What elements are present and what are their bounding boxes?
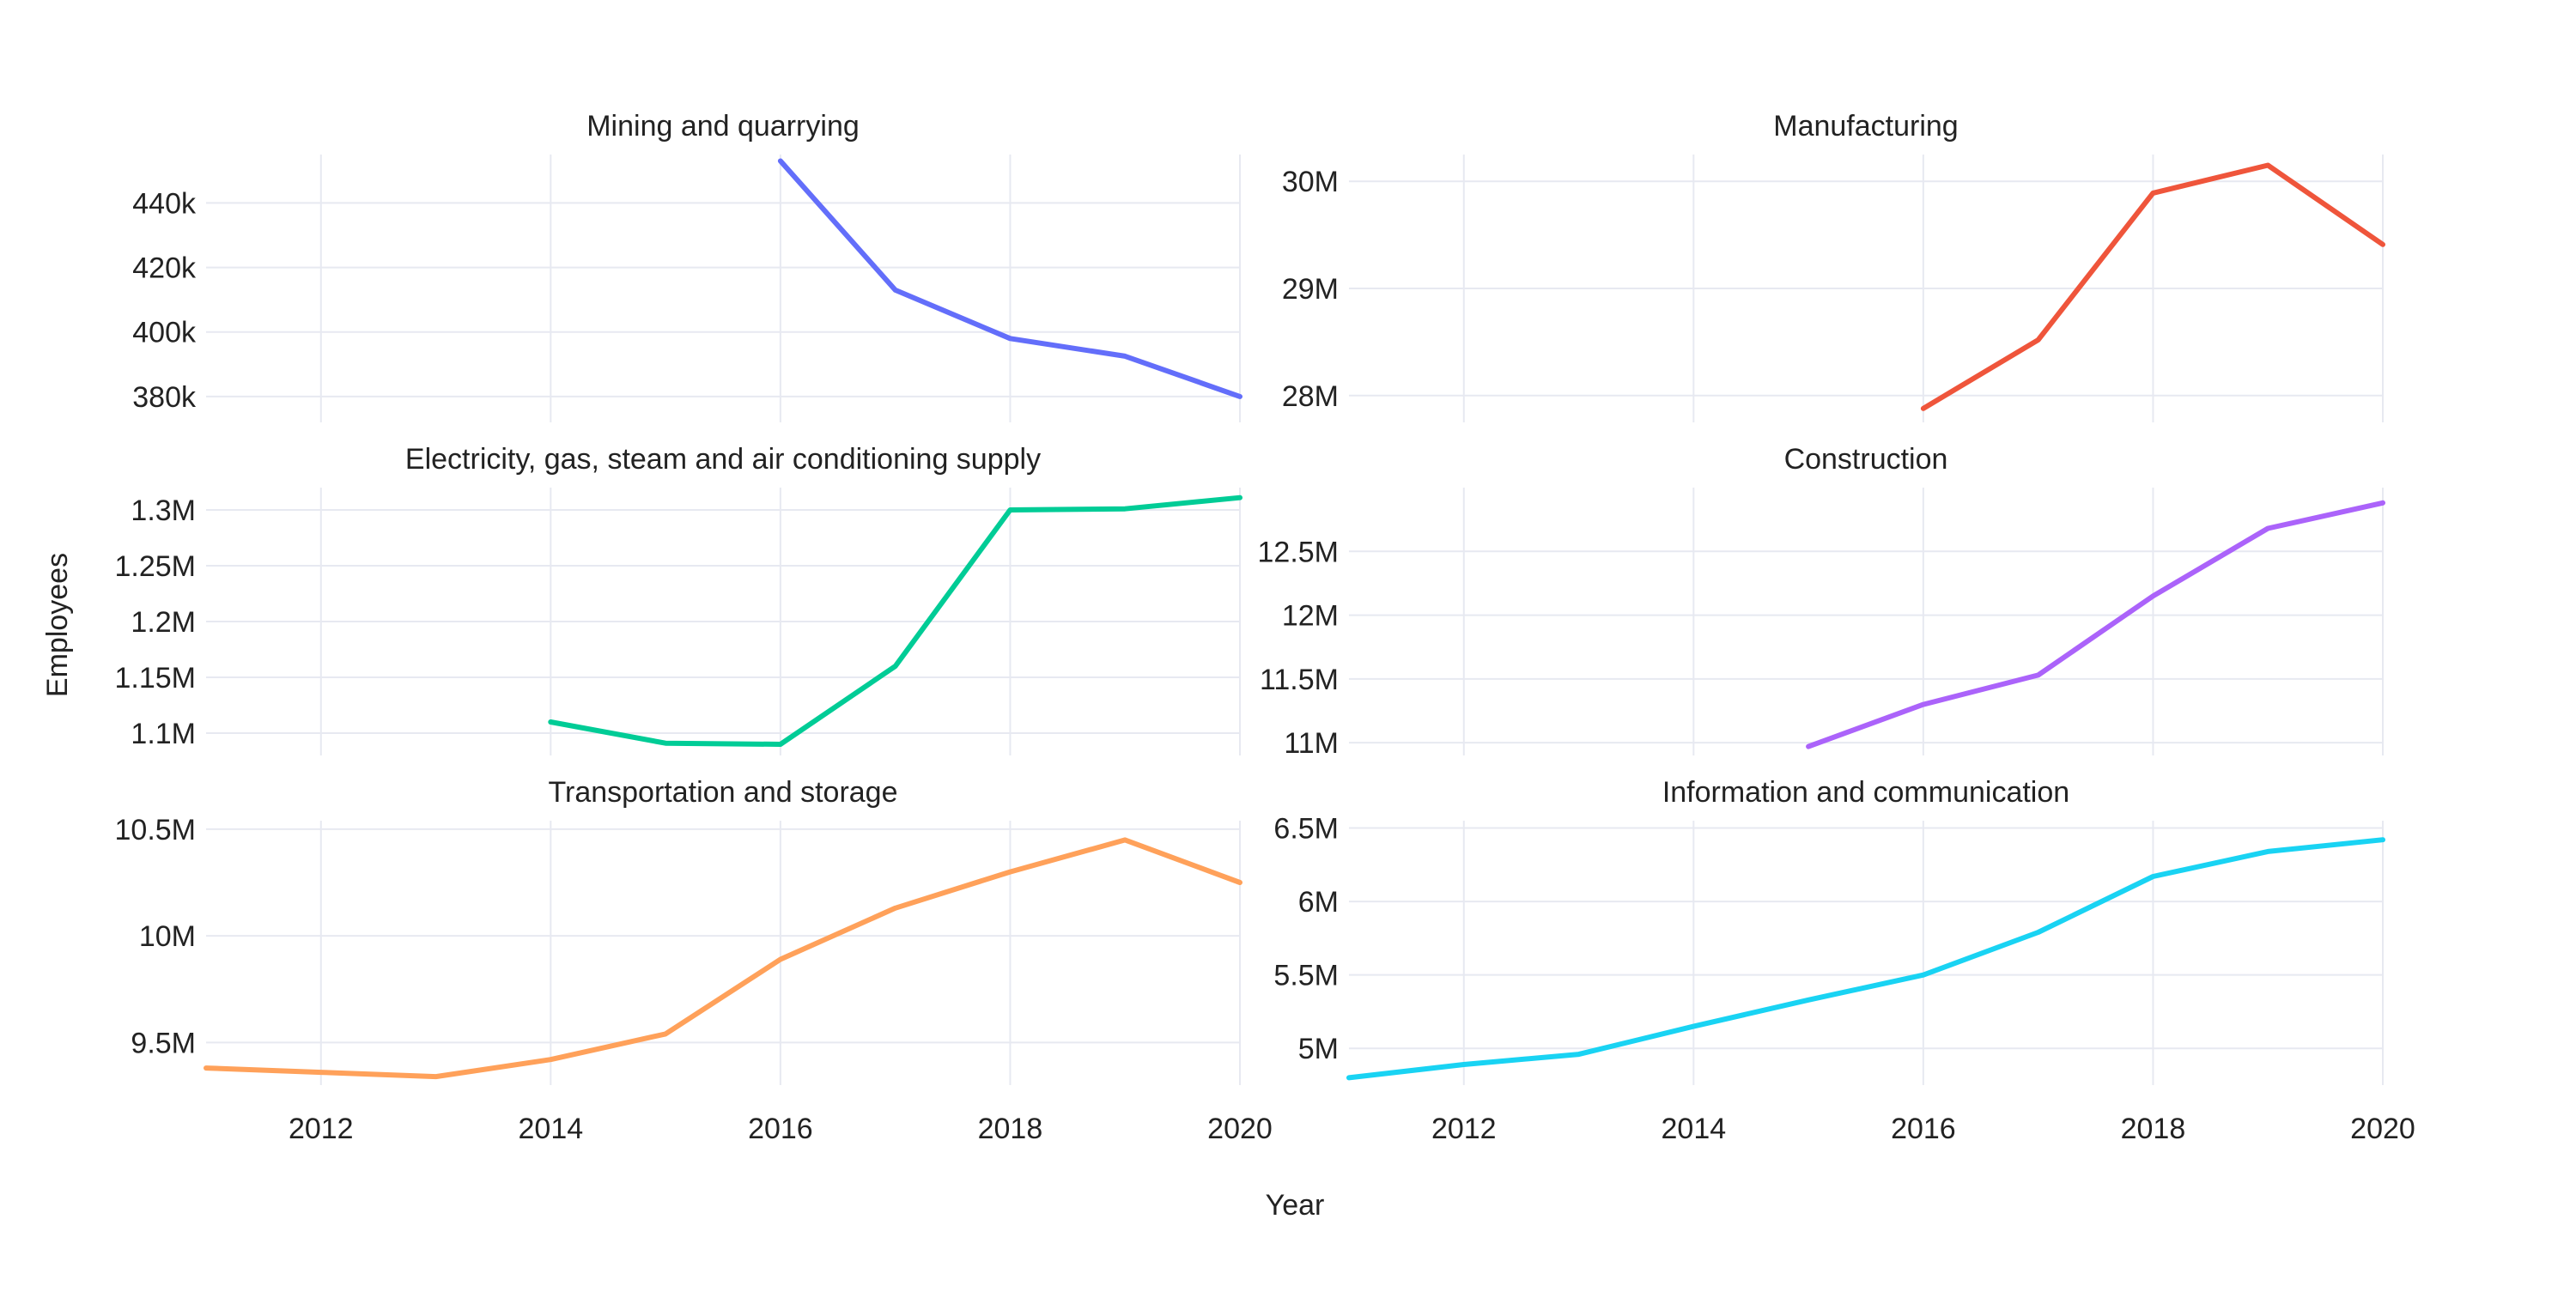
y-tick-label: 6M — [1298, 886, 1339, 919]
x-tick-label: 2012 — [289, 1113, 354, 1145]
y-tick-label: 1.3M — [131, 494, 196, 527]
series-line-construction — [1806, 500, 2385, 749]
x-tick-label: 2020 — [1207, 1113, 1273, 1145]
y-tick-label: 30M — [1282, 166, 1339, 198]
y-axis-title: Employees — [41, 553, 74, 697]
y-tick-label: 28M — [1282, 380, 1339, 413]
x-tick-label: 2020 — [2350, 1113, 2415, 1145]
series-line-electricity — [548, 494, 1242, 747]
y-tick-label: 11M — [1284, 727, 1339, 760]
y-tick-label: 400k — [132, 317, 197, 349]
panel-information: 5M 5.5M 6M 6.5M Information and communicatio… — [1273, 776, 2415, 1145]
y-tick-label: 1.1M — [131, 718, 196, 750]
x-tick-label: 2012 — [1431, 1113, 1497, 1145]
x-tick-label: 2014 — [519, 1113, 584, 1145]
y-tick-label: 380k — [132, 381, 197, 414]
panel-manufacturing: 28M 29M 30M Manufacturing — [1282, 110, 2385, 422]
panel-title: Manufacturing — [1773, 110, 1958, 143]
y-tick-label: 420k — [132, 252, 197, 285]
series-line-transport — [204, 837, 1242, 1080]
y-tick-label: 10.5M — [115, 814, 197, 846]
panel-title: Construction — [1784, 443, 1948, 476]
y-tick-label: 9.5M — [131, 1027, 196, 1059]
panel-title: Transportation and storage — [549, 776, 898, 809]
x-tick-label: 2014 — [1662, 1113, 1727, 1145]
series-line-mining — [777, 158, 1242, 399]
panel-construction: 11M 11.5M 12M 12.5M Construction — [1258, 443, 2385, 760]
x-tick-label: 2018 — [978, 1113, 1043, 1145]
y-tick-label: 5M — [1298, 1033, 1339, 1065]
panel-transport: 9.5M 10M 10.5M Transportation and storage 20… — [115, 776, 1273, 1145]
y-tick-label: 5.5M — [1273, 960, 1339, 992]
y-tick-label: 6.5M — [1273, 813, 1339, 846]
panel-electricity: 1.1M 1.15M 1.2M 1.25M 1.3M Electricity, gas, … — [115, 443, 1242, 755]
x-tick-label: 2018 — [2121, 1113, 2186, 1145]
y-tick-label: 10M — [139, 920, 196, 953]
panel-title: Electricity, gas, steam and air conditio… — [405, 443, 1041, 476]
y-tick-label: 11.5M — [1260, 664, 1339, 696]
y-tick-label: 12.5M — [1258, 536, 1340, 568]
panel-title: Mining and quarrying — [586, 110, 860, 143]
x-tick-label: 2016 — [748, 1113, 813, 1145]
y-tick-label: 1.15M — [115, 662, 197, 695]
y-tick-label: 29M — [1282, 273, 1339, 306]
x-tick-label: 2016 — [1891, 1113, 1956, 1145]
y-tick-label: 1.2M — [131, 606, 196, 639]
panel-title: Information and communication — [1662, 776, 2069, 809]
y-tick-label: 1.25M — [115, 550, 197, 583]
series-line-information — [1346, 837, 2385, 1081]
series-line-manufacturing — [1920, 162, 2385, 411]
y-tick-label: 440k — [132, 187, 197, 220]
x-axis-title: Year — [1266, 1189, 1325, 1222]
panel-mining: 380k 400k 420k 440k Mining and quarrying — [132, 110, 1242, 422]
y-tick-label: 12M — [1282, 600, 1339, 633]
